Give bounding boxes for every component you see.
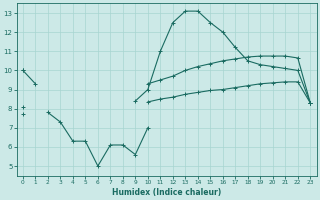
X-axis label: Humidex (Indice chaleur): Humidex (Indice chaleur) [112, 188, 221, 197]
